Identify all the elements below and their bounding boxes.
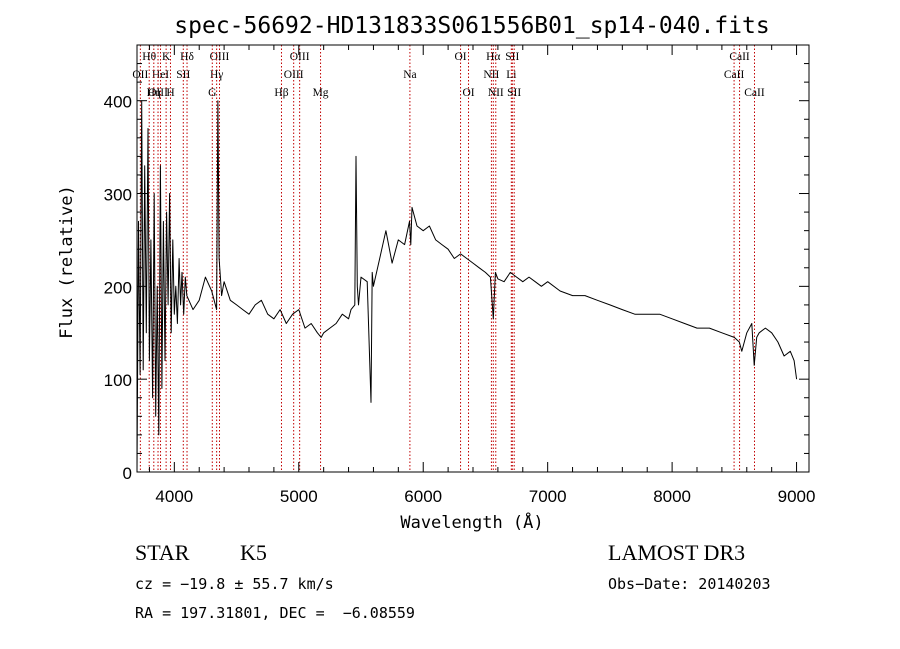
line-marker-label: Mg bbox=[313, 87, 329, 99]
spectral-subclass: K5 bbox=[240, 540, 267, 565]
line-marker-label: SII bbox=[507, 87, 521, 99]
x-tick-label: 4000 bbox=[155, 487, 193, 506]
chart-title: spec-56692-HD131833S061556B01_sp14-040.f… bbox=[174, 13, 769, 39]
line-marker-label: Na bbox=[403, 69, 416, 81]
line-marker-label: HeI bbox=[152, 69, 169, 81]
plot-frame bbox=[136, 44, 810, 473]
line-marker-label: NII bbox=[488, 87, 504, 99]
x-tick-label: 5000 bbox=[280, 487, 318, 506]
line-marker-label: OI bbox=[462, 87, 474, 99]
line-marker-label: K bbox=[162, 51, 171, 63]
line-marker-label: Hη bbox=[147, 87, 161, 99]
sky-coordinates: RA = 197.31801, DEC = −6.08559 bbox=[135, 604, 415, 622]
y-axis-ticks: 0 100 200 300 400 bbox=[104, 63, 809, 483]
line-marker-label: OIII bbox=[284, 69, 304, 81]
line-marker-label: NII bbox=[483, 69, 499, 81]
spectrum-line bbox=[136, 100, 798, 473]
line-marker-label: CaII bbox=[724, 69, 745, 81]
y-tick-label: 200 bbox=[104, 278, 132, 297]
y-tick-label: 300 bbox=[104, 186, 132, 205]
line-marker-label: G bbox=[208, 87, 216, 99]
redshift-velocity: cz = −19.8 ± 55.7 km/s bbox=[135, 575, 334, 593]
y-tick-label: 100 bbox=[104, 371, 132, 390]
y-tick-label: 400 bbox=[104, 93, 132, 112]
object-class: STAR bbox=[135, 540, 190, 565]
line-marker-label: OIII bbox=[148, 87, 168, 99]
x-tick-label: 6000 bbox=[404, 487, 442, 506]
line-marker-label: CaII bbox=[729, 51, 750, 63]
y-tick-label: 0 bbox=[123, 464, 132, 483]
line-marker-label: OII bbox=[132, 69, 148, 81]
survey-name: LAMOST DR3 bbox=[608, 540, 746, 565]
line-marker-label: H bbox=[166, 87, 174, 99]
x-tick-label: 7000 bbox=[529, 487, 567, 506]
line-marker-label: SII bbox=[505, 51, 519, 63]
line-marker-label: OI bbox=[454, 51, 466, 63]
line-marker-label: Hθ bbox=[142, 51, 156, 63]
observation-date: Obs−Date: 20140203 bbox=[608, 575, 771, 593]
line-marker-label: Li bbox=[506, 69, 516, 81]
line-marker-label: Hβ bbox=[274, 87, 288, 99]
line-marker-label: CaII bbox=[744, 87, 765, 99]
x-tick-label: 9000 bbox=[778, 487, 816, 506]
line-marker-label: Hδ bbox=[180, 51, 194, 63]
x-axis-label: Wavelength (Å) bbox=[400, 511, 543, 533]
line-marker-label: Hγ bbox=[210, 69, 223, 81]
x-axis-ticks: 4000 5000 6000 7000 8000 9000 bbox=[148, 45, 816, 506]
y-axis-label: Flux (relative) bbox=[57, 185, 77, 339]
line-marker-label: Hα bbox=[486, 51, 500, 63]
x-tick-label: 8000 bbox=[653, 487, 691, 506]
line-marker-label: OIII bbox=[210, 51, 230, 63]
line-marker-label: OIII bbox=[290, 51, 310, 63]
line-marker-label: SII bbox=[176, 69, 190, 81]
